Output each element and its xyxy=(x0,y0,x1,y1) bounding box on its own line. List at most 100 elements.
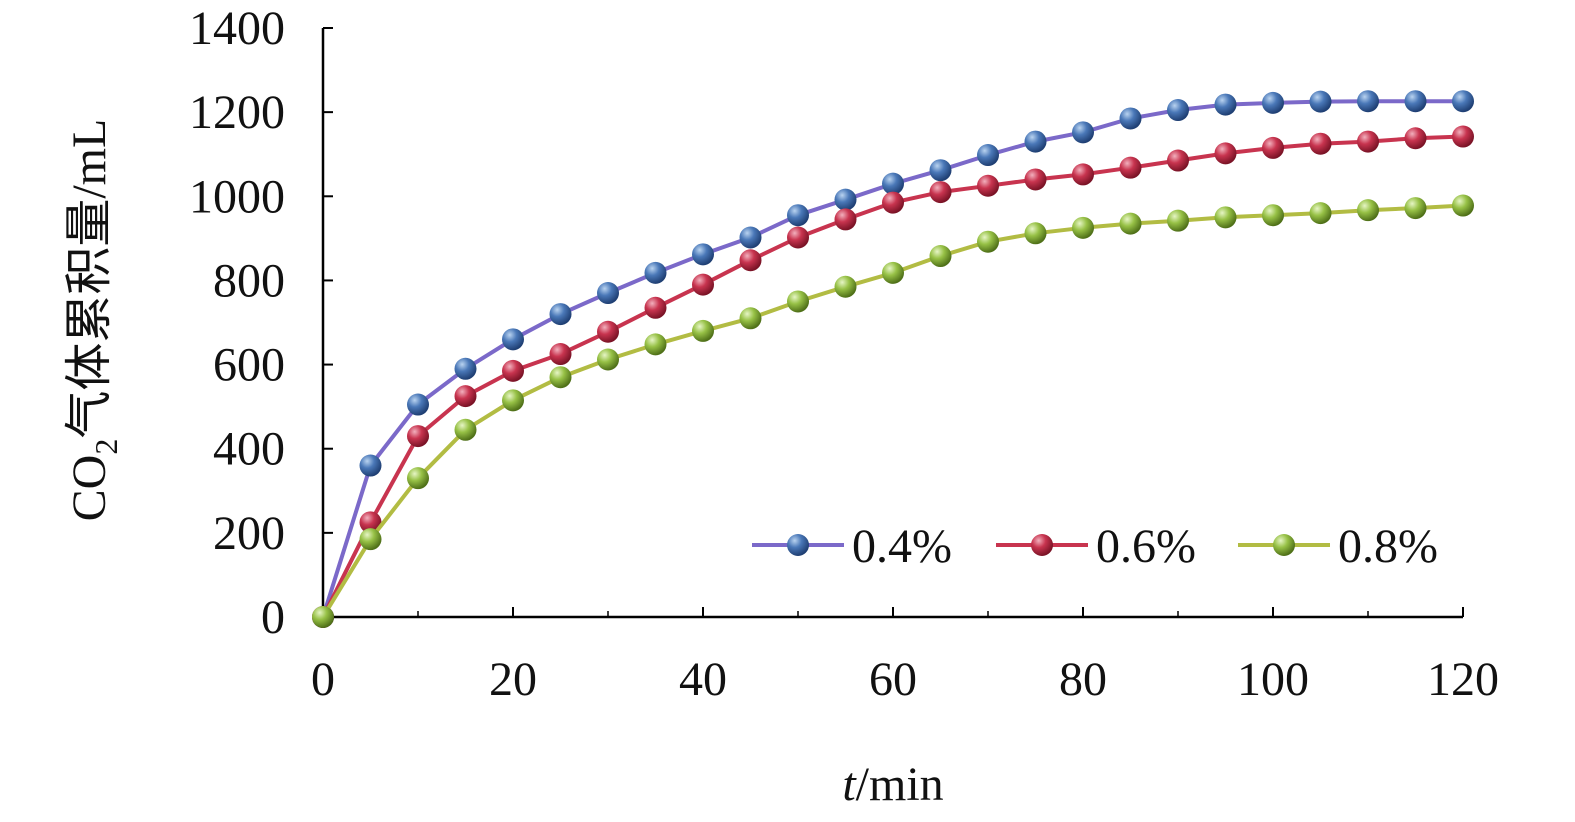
y-tick-label: 200 xyxy=(213,507,285,560)
data-point xyxy=(882,172,904,195)
x-tick-label: 100 xyxy=(1237,653,1309,706)
data-point xyxy=(1167,99,1189,122)
data-point xyxy=(359,454,382,477)
data-point xyxy=(977,174,999,197)
data-point xyxy=(312,606,334,628)
legend-item-0.4%: 0.4% xyxy=(752,520,952,573)
data-point xyxy=(1404,127,1427,150)
data-point xyxy=(787,204,809,227)
data-point xyxy=(454,385,477,408)
x-tick-label: 40 xyxy=(679,653,727,706)
series-0.6% xyxy=(312,125,1474,628)
data-point xyxy=(1167,149,1189,172)
axes: 0 200 400 600 800 1000 1200 1400 0 20 40 60 80 100 120 xyxy=(189,2,1499,706)
data-point xyxy=(1024,222,1047,245)
data-point xyxy=(739,307,762,330)
data-point xyxy=(359,511,382,534)
data-point xyxy=(1452,194,1474,217)
data-point xyxy=(644,261,667,284)
data-point xyxy=(454,357,477,380)
data-point xyxy=(1072,121,1094,144)
series-0.8% xyxy=(312,194,1474,628)
data-point xyxy=(1119,156,1142,179)
data-point xyxy=(977,144,999,167)
data-point xyxy=(1357,199,1379,222)
data-point xyxy=(834,188,857,211)
data-point xyxy=(549,303,572,326)
series-0.4% xyxy=(312,90,1474,628)
data-point xyxy=(407,393,429,416)
y-axis-title-prefix: CO xyxy=(63,455,116,522)
data-point xyxy=(502,328,524,351)
data-point xyxy=(787,290,809,313)
data-point xyxy=(644,333,667,356)
legend-marker xyxy=(1031,534,1053,556)
data-point xyxy=(929,181,952,204)
data-point xyxy=(882,261,904,284)
data-point xyxy=(597,282,619,305)
y-tick-label: 1000 xyxy=(189,170,285,223)
legend-label: 0.8% xyxy=(1338,520,1438,573)
data-point xyxy=(502,389,524,412)
data-point xyxy=(739,249,762,272)
data-point xyxy=(454,418,477,441)
series-layer xyxy=(312,90,1474,628)
data-point xyxy=(1404,90,1427,113)
data-point xyxy=(1309,202,1332,225)
data-point xyxy=(834,275,857,298)
data-point xyxy=(692,243,714,266)
data-point xyxy=(644,296,667,319)
data-point xyxy=(502,359,524,382)
data-point xyxy=(882,191,904,214)
data-point xyxy=(929,245,952,268)
data-point xyxy=(407,425,429,448)
data-point xyxy=(1072,163,1094,186)
data-point xyxy=(692,319,714,342)
x-axis-title-italic: t xyxy=(842,758,857,811)
data-point xyxy=(1024,130,1047,153)
data-point xyxy=(1452,125,1474,148)
legend: 0.4% 0.6% 0.8% xyxy=(752,520,1438,573)
data-point xyxy=(597,320,619,343)
data-point xyxy=(1024,168,1047,191)
y-tick-label: 0 xyxy=(261,591,285,644)
data-point xyxy=(692,273,714,296)
data-point xyxy=(1167,209,1189,232)
y-tick-label: 600 xyxy=(213,339,285,392)
x-axis-title: t/min xyxy=(842,758,943,811)
x-axis-title-unit: /min xyxy=(856,758,944,811)
legend-label: 0.4% xyxy=(852,520,952,573)
x-tick-label: 120 xyxy=(1427,653,1499,706)
data-point xyxy=(1309,132,1332,155)
data-point xyxy=(1072,216,1094,239)
data-point xyxy=(1262,204,1284,227)
legend-item-0.8%: 0.8% xyxy=(1238,520,1438,573)
x-tick-label: 0 xyxy=(311,653,335,706)
data-point xyxy=(1357,90,1379,113)
y-axis-title-rest: 气体累积量/mL xyxy=(63,119,116,439)
data-point xyxy=(1262,136,1284,159)
data-point xyxy=(359,528,382,551)
data-point xyxy=(1214,206,1237,229)
y-tick-label: 800 xyxy=(213,254,285,307)
data-point xyxy=(407,467,429,490)
data-point xyxy=(1357,130,1379,153)
data-point xyxy=(1404,197,1427,220)
legend-item-0.6%: 0.6% xyxy=(996,520,1196,573)
data-point xyxy=(597,348,619,371)
data-point xyxy=(1214,93,1237,116)
y-axis-title: CO2气体累积量/mL xyxy=(63,119,124,522)
data-point xyxy=(834,208,857,231)
y-tick-label: 1200 xyxy=(189,86,285,139)
data-point xyxy=(1262,91,1284,114)
data-point xyxy=(549,343,572,366)
data-point xyxy=(1309,90,1332,113)
data-point xyxy=(929,159,952,182)
data-point xyxy=(739,226,762,249)
data-point xyxy=(1452,90,1474,113)
x-tick-label: 80 xyxy=(1059,653,1107,706)
y-tick-label: 1400 xyxy=(189,2,285,55)
legend-label: 0.6% xyxy=(1096,520,1196,573)
data-point xyxy=(1214,142,1237,165)
